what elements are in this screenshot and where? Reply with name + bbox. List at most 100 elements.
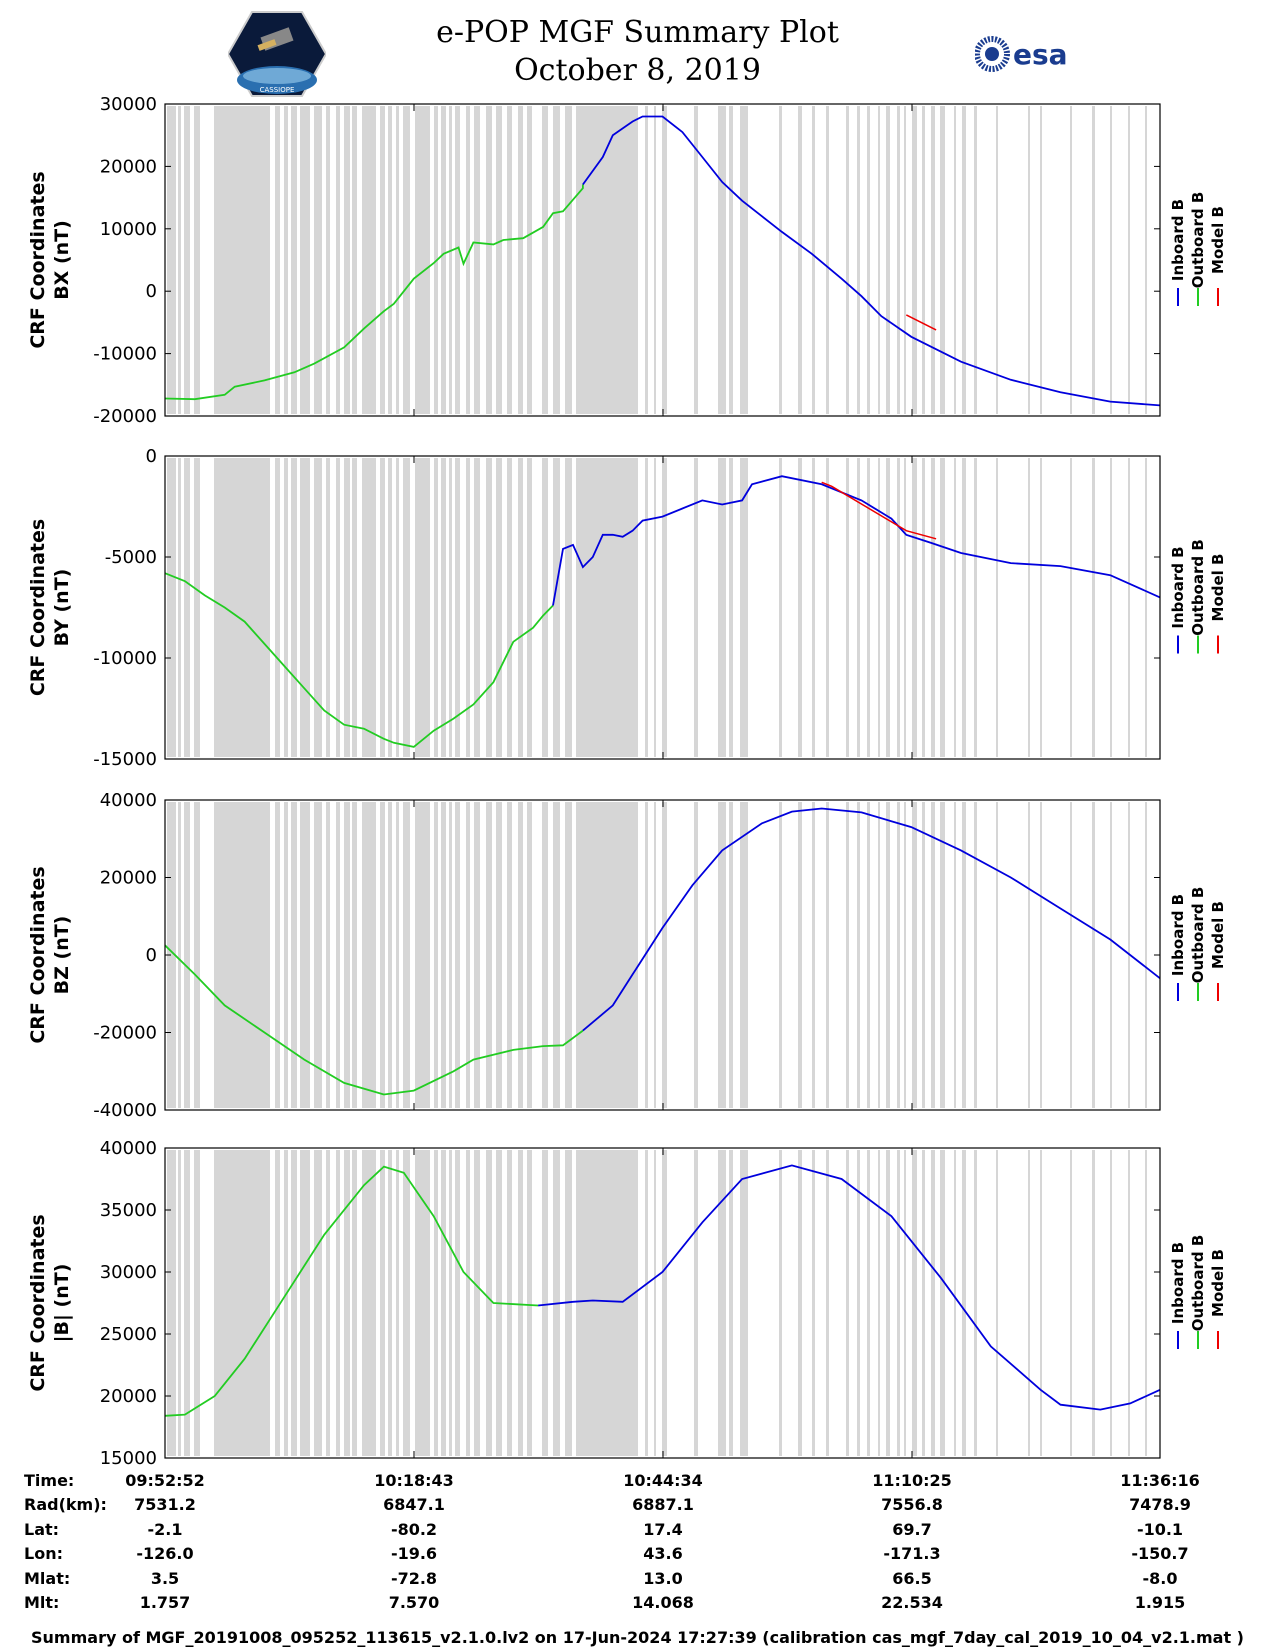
esa-logo: esa (975, 36, 1068, 72)
gap-band (542, 458, 548, 757)
cell-mlt: 22.534 (881, 1593, 943, 1612)
gap-band (300, 802, 310, 1108)
gap-band (388, 106, 392, 414)
y-tick-label: 30000 (100, 94, 157, 115)
gap-band (336, 1150, 340, 1456)
gap-band (779, 458, 782, 757)
gap-band (897, 802, 900, 1108)
gap-band (740, 802, 748, 1108)
gap-band (954, 458, 956, 757)
gap-band (1092, 458, 1095, 757)
gap-band (740, 458, 748, 757)
gap-band (645, 1150, 648, 1456)
gap-band (922, 458, 925, 757)
gap-band (694, 802, 698, 1108)
gap-band (718, 458, 726, 757)
cell-mlt: 1.757 (140, 1593, 191, 1612)
gap-band (662, 458, 667, 757)
gap-band (178, 1150, 181, 1456)
gap-band (729, 106, 733, 414)
y-tick-label: 25000 (100, 1324, 157, 1345)
gap-band (455, 106, 460, 414)
gap-band (415, 802, 430, 1108)
gap-band (857, 106, 860, 414)
gap-band (553, 802, 560, 1108)
gap-band (542, 802, 548, 1108)
cell-lon: -171.3 (883, 1544, 940, 1563)
gap-band (576, 106, 638, 414)
y-tick-label: -20000 (93, 1023, 157, 1044)
series-outboard-b (164, 944, 584, 1096)
gap-band (922, 802, 925, 1108)
gap-band (178, 802, 181, 1108)
gap-band (486, 802, 492, 1108)
gap-band (449, 802, 452, 1108)
gap-band (729, 458, 733, 757)
gap-band (798, 458, 802, 757)
gap-band (1110, 106, 1112, 414)
gap-band (904, 106, 906, 414)
series-outboard-b (164, 1165, 539, 1417)
gap-band (441, 106, 446, 414)
gap-band (1070, 458, 1072, 757)
gap-band (729, 802, 733, 1108)
cell-time: 09:52:52 (125, 1471, 205, 1490)
gap-band (645, 458, 648, 757)
legend-outboard-label: Outboard B (1189, 192, 1207, 289)
gap-band (694, 458, 698, 757)
legend-model-label: Model B (1209, 901, 1227, 969)
gap-band (922, 106, 925, 414)
gap-band (291, 458, 297, 757)
gap-band (846, 802, 849, 1108)
gap-band (1145, 106, 1147, 414)
y-tick-label: -10000 (93, 344, 157, 365)
gap-band (184, 458, 190, 757)
gap-band (336, 106, 340, 414)
cell-lat: -10.1 (1137, 1520, 1183, 1539)
series-inboard-b (538, 1164, 1161, 1411)
gap-band (1110, 1150, 1112, 1456)
gap-band (486, 106, 492, 414)
gap-band (740, 1150, 748, 1456)
gap-band (403, 458, 410, 757)
gap-band (996, 106, 998, 414)
gap-band (344, 458, 350, 757)
cassiope-logo: CASSIOPE (228, 11, 326, 97)
gap-band (974, 106, 977, 414)
gap-band (576, 1150, 638, 1456)
gap-band (396, 802, 399, 1108)
gap-band (694, 1150, 698, 1456)
gap-band (527, 458, 532, 757)
gap-band (300, 1150, 310, 1456)
gap-band (403, 106, 410, 414)
gap-band (167, 106, 176, 414)
gap-band (931, 1150, 935, 1456)
gap-band (1110, 458, 1112, 757)
gap-band (527, 802, 532, 1108)
gap-band (1028, 106, 1030, 414)
gap-band (275, 1150, 280, 1456)
cell-rad: 6847.1 (383, 1495, 445, 1514)
gap-band (284, 106, 288, 414)
cell-rad: 7556.8 (881, 1495, 943, 1514)
gap-band (857, 458, 860, 757)
legend-model-label: Model B (1209, 554, 1227, 622)
gap-band (380, 106, 385, 414)
gap-band (812, 1150, 815, 1456)
gap-band (940, 106, 945, 414)
gap-band (996, 1150, 998, 1456)
cell-lat: -2.1 (148, 1520, 183, 1539)
series-outboard-b (164, 572, 554, 748)
gap-band (940, 458, 945, 757)
gap-band (466, 1150, 470, 1456)
y-axis-unit-label: BX (nT) (51, 220, 73, 300)
cell-rad: 6887.1 (632, 1495, 694, 1514)
gap-band (798, 106, 802, 414)
cell-lon: -19.6 (391, 1544, 437, 1563)
cell-lon: -126.0 (136, 1544, 193, 1563)
gap-band (362, 106, 376, 414)
gap-band (300, 106, 310, 414)
gap-band (474, 1150, 480, 1456)
gap-band (542, 106, 548, 414)
